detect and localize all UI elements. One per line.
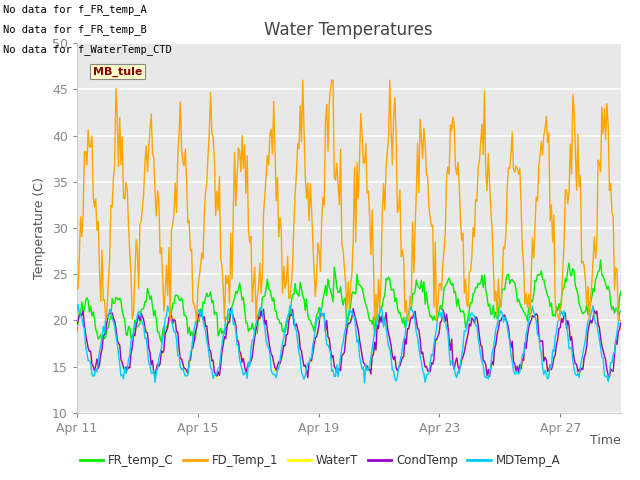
- Text: No data for f_WaterTemp_CTD: No data for f_WaterTemp_CTD: [3, 44, 172, 55]
- Title: Water Temperatures: Water Temperatures: [264, 21, 433, 39]
- Y-axis label: Temperature (C): Temperature (C): [33, 177, 46, 279]
- Text: No data for f_FR_temp_B: No data for f_FR_temp_B: [3, 24, 147, 35]
- Text: No data for f_FR_temp_A: No data for f_FR_temp_A: [3, 4, 147, 15]
- Text: Time: Time: [590, 434, 621, 447]
- Text: MB_tule: MB_tule: [93, 66, 142, 77]
- Legend: FR_temp_C, FD_Temp_1, WaterT, CondTemp, MDTemp_A: FR_temp_C, FD_Temp_1, WaterT, CondTemp, …: [75, 449, 565, 472]
